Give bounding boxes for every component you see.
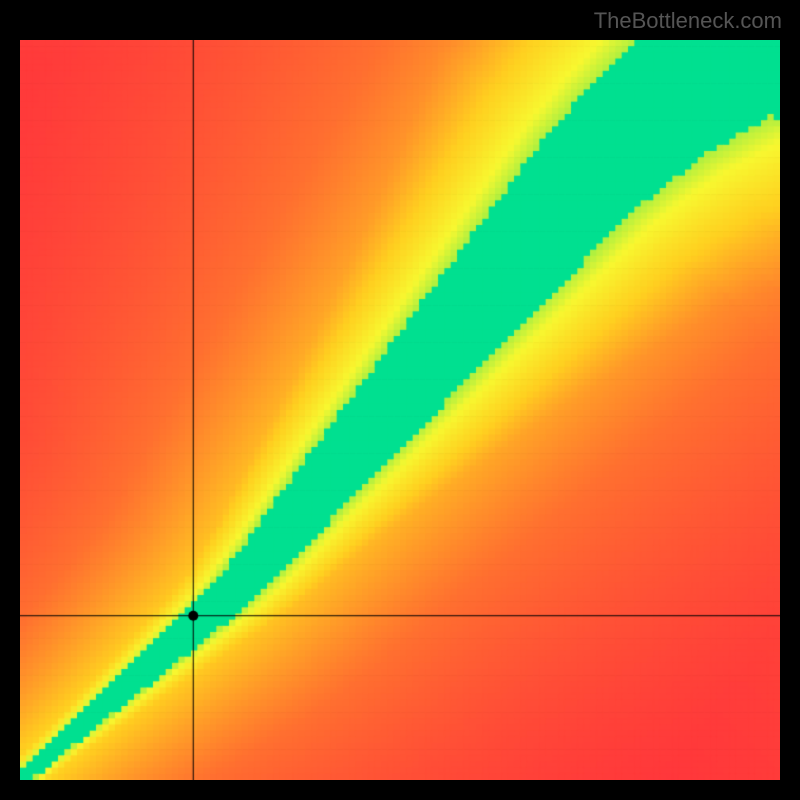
watermark-text: TheBottleneck.com [594, 8, 782, 34]
heatmap-canvas [20, 40, 780, 780]
heatmap-plot [20, 40, 780, 780]
